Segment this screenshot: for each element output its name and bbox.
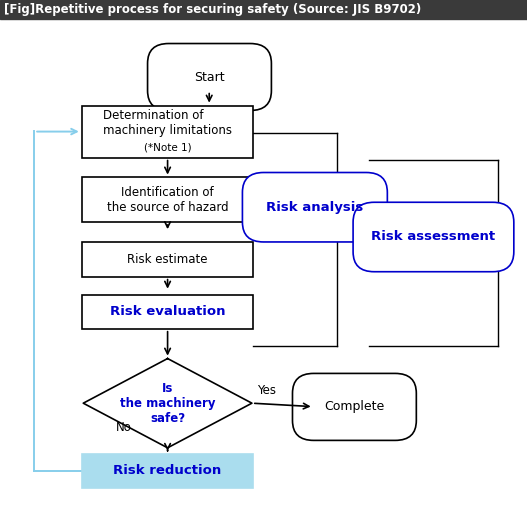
FancyBboxPatch shape — [82, 454, 253, 488]
Text: Determination of
machinery limitations: Determination of machinery limitations — [103, 109, 232, 137]
FancyBboxPatch shape — [82, 242, 253, 277]
FancyBboxPatch shape — [148, 44, 271, 110]
Text: Identification of
the source of hazard: Identification of the source of hazard — [106, 186, 228, 214]
Text: (*Note 1): (*Note 1) — [143, 142, 191, 152]
Text: [Fig]Repetitive process for securing safety (Source: JIS B9702): [Fig]Repetitive process for securing saf… — [4, 3, 422, 16]
Text: Is
the machinery
safe?: Is the machinery safe? — [120, 382, 216, 425]
FancyBboxPatch shape — [242, 173, 387, 242]
FancyBboxPatch shape — [292, 373, 416, 440]
Text: No: No — [116, 422, 132, 435]
Text: Start: Start — [194, 71, 225, 84]
FancyBboxPatch shape — [82, 106, 253, 158]
FancyBboxPatch shape — [82, 295, 253, 329]
Text: Risk estimate: Risk estimate — [127, 253, 208, 266]
Text: Complete: Complete — [324, 400, 385, 413]
FancyBboxPatch shape — [82, 177, 253, 222]
Text: Risk evaluation: Risk evaluation — [110, 305, 225, 318]
Text: Risk assessment: Risk assessment — [372, 230, 495, 243]
Text: Risk reduction: Risk reduction — [113, 464, 221, 477]
FancyBboxPatch shape — [353, 202, 514, 272]
Text: Yes: Yes — [257, 384, 276, 397]
Text: Risk analysis: Risk analysis — [266, 201, 364, 214]
